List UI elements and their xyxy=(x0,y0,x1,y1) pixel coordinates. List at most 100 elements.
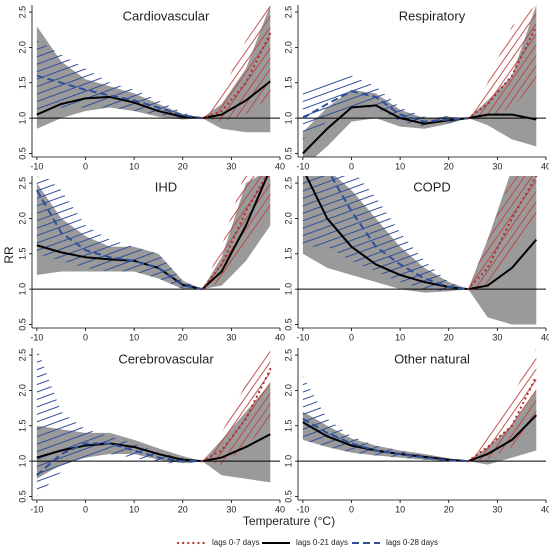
y-tick-label: 0.5 xyxy=(17,147,27,160)
y-tick-label: 1.0 xyxy=(17,112,27,125)
y-tick-label: 1.5 xyxy=(283,248,293,261)
plot-area xyxy=(298,5,546,157)
y-tick-label: 2.5 xyxy=(283,349,293,362)
x-tick-label: 20 xyxy=(178,332,188,342)
x-tick-label: 10 xyxy=(395,332,405,342)
x-tick-label: 20 xyxy=(444,332,454,342)
x-tick-label: 30 xyxy=(492,161,502,171)
panel-title: Respiratory xyxy=(399,8,466,23)
panel-title: Cerebrovascular xyxy=(118,351,214,366)
y-tick-label: 2.5 xyxy=(17,177,27,190)
series-line xyxy=(302,104,537,155)
x-tick-label: 40 xyxy=(275,504,285,514)
plot-area xyxy=(298,348,546,465)
y-tick-label: 2.5 xyxy=(283,6,293,19)
x-tick-label: 0 xyxy=(83,161,88,171)
x-tick-label: 30 xyxy=(492,332,502,342)
panel-title: Other natural xyxy=(394,351,470,366)
y-tick-label: 0.5 xyxy=(283,490,293,503)
x-tick-label: -10 xyxy=(296,332,309,342)
series-line xyxy=(302,90,469,123)
y-tick-label: 0.5 xyxy=(283,147,293,160)
series-line xyxy=(36,74,203,120)
x-tick-label: 40 xyxy=(541,332,549,342)
series-line xyxy=(467,176,538,291)
plot-area xyxy=(32,176,280,291)
confidence-band xyxy=(36,176,203,290)
x-tick-label: 0 xyxy=(349,161,354,171)
legend-label: lags 0-28 days xyxy=(386,538,438,547)
panel-title: IHD xyxy=(155,179,177,194)
x-tick-label: 30 xyxy=(492,504,502,514)
y-tick-label: 2.0 xyxy=(17,41,27,54)
x-tick-label: -10 xyxy=(30,504,43,514)
series-line xyxy=(302,417,469,463)
plot-area xyxy=(32,348,280,497)
x-tick-label: 0 xyxy=(83,504,88,514)
y-tick-label: 2.5 xyxy=(283,177,293,190)
x-tick-label: 20 xyxy=(178,161,188,171)
plot-area xyxy=(32,5,280,133)
series-line xyxy=(467,375,538,463)
series-line xyxy=(201,176,268,291)
confidence-band xyxy=(468,176,537,290)
x-tick-label: 10 xyxy=(129,504,139,514)
x-tick-label: 0 xyxy=(349,504,354,514)
x-tick-label: 20 xyxy=(178,504,188,514)
x-tick-label: 40 xyxy=(541,161,549,171)
series-line xyxy=(36,442,203,477)
y-tick-label: 2.0 xyxy=(17,384,27,397)
y-tick-label: 2.5 xyxy=(17,6,27,19)
y-tick-label: 0.5 xyxy=(17,490,27,503)
series-line xyxy=(201,368,272,463)
x-tick-label: -10 xyxy=(296,161,309,171)
x-tick-label: 30 xyxy=(226,332,236,342)
y-tick-label: 2.0 xyxy=(283,41,293,54)
x-tick-label: 0 xyxy=(349,332,354,342)
x-tick-label: 40 xyxy=(275,161,285,171)
x-tick-label: 10 xyxy=(395,161,405,171)
series-line xyxy=(305,176,538,291)
y-tick-label: 2.0 xyxy=(283,212,293,225)
y-tick-label: 1.0 xyxy=(17,283,27,296)
x-tick-label: -10 xyxy=(30,332,43,342)
x-tick-label: 10 xyxy=(129,161,139,171)
y-tick-label: 1.0 xyxy=(283,455,293,468)
x-tick-label: 10 xyxy=(395,504,405,514)
y-tick-label: 2.0 xyxy=(283,384,293,397)
x-tick-label: 40 xyxy=(275,332,285,342)
legend-label: lags 0-21 days xyxy=(296,538,348,547)
y-tick-label: 0.5 xyxy=(17,318,27,331)
confidence-band xyxy=(302,5,537,157)
y-tick-label: 1.5 xyxy=(283,420,293,433)
series-line xyxy=(36,80,271,120)
y-tick-label: 1.0 xyxy=(283,283,293,296)
x-tick-label: 30 xyxy=(226,161,236,171)
panel-title: COPD xyxy=(413,179,451,194)
y-tick-label: 1.5 xyxy=(17,77,27,90)
confidence-band xyxy=(468,5,537,119)
x-tick-label: 0 xyxy=(83,332,88,342)
x-tick-label: 20 xyxy=(444,504,454,514)
confidence-band xyxy=(202,5,271,122)
y-tick-label: 1.5 xyxy=(17,420,27,433)
confidence-band xyxy=(202,348,271,465)
x-axis-label: Temperature (°C) xyxy=(243,514,335,528)
y-tick-label: 0.5 xyxy=(283,318,293,331)
x-tick-label: 20 xyxy=(444,161,454,171)
x-tick-label: 10 xyxy=(129,332,139,342)
legend-label: lags 0-7 days xyxy=(212,538,260,547)
series-line xyxy=(201,32,272,120)
plot-area xyxy=(298,176,546,325)
confidence-band xyxy=(36,40,203,119)
x-tick-label: -10 xyxy=(296,504,309,514)
confidence-band xyxy=(302,376,469,462)
y-tick-label: 1.5 xyxy=(283,77,293,90)
y-tick-label: 2.0 xyxy=(17,212,27,225)
panel-title: Cardiovascular xyxy=(123,8,210,23)
x-tick-label: 40 xyxy=(541,504,549,514)
confidence-band xyxy=(36,348,203,497)
x-tick-label: -10 xyxy=(30,161,43,171)
series-line xyxy=(302,414,537,463)
